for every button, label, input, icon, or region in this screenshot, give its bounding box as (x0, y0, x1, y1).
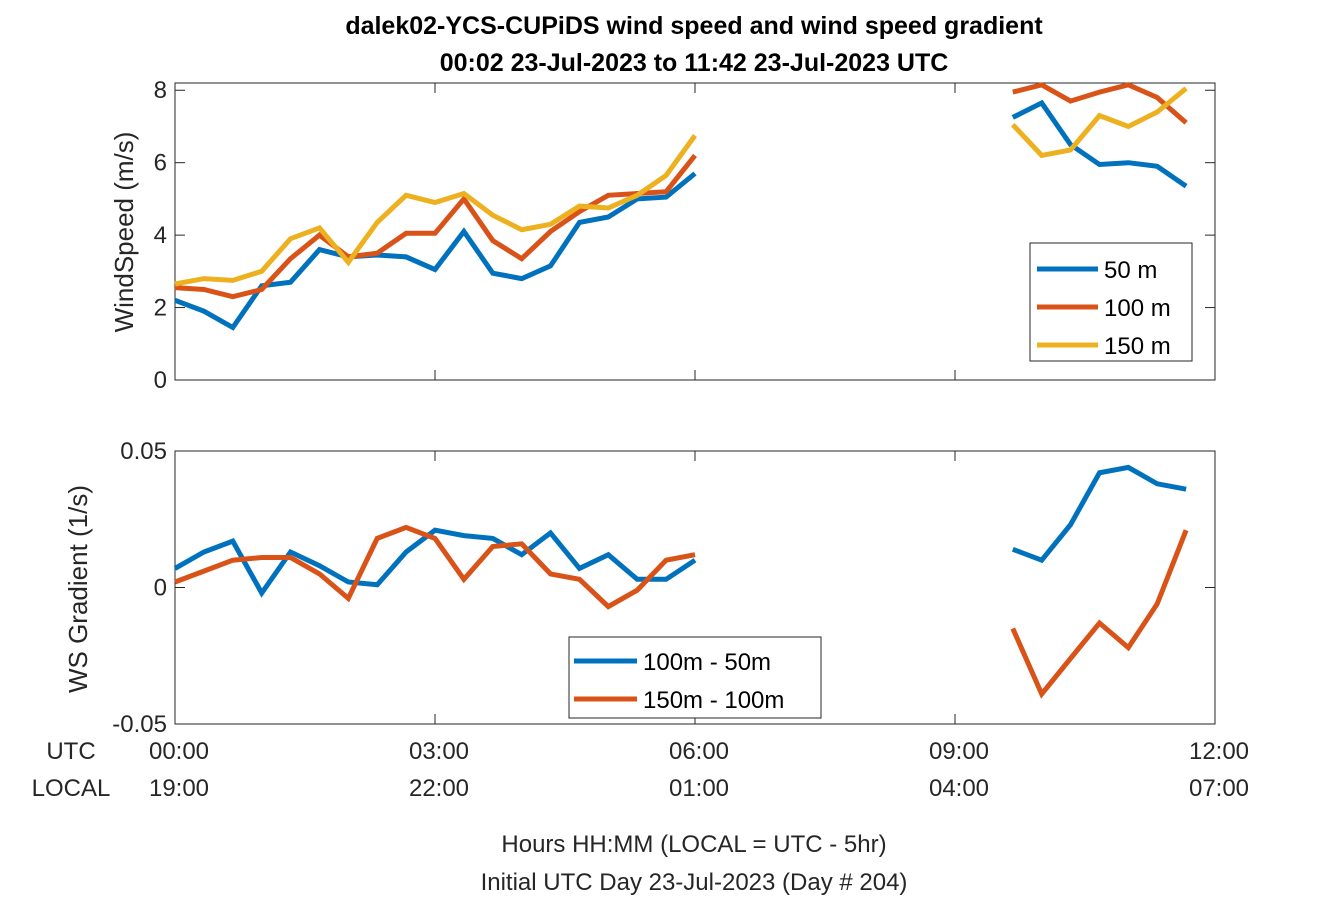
ytick-label: 6 (154, 150, 167, 177)
ytick-label: 2 (154, 295, 167, 322)
xaxis-row-label-local: LOCAL (32, 775, 111, 802)
gradient-xticks (174, 451, 1216, 724)
chart-title-line2: 00:02 23-Jul-2023 to 11:42 23-Jul-2023 U… (440, 49, 949, 77)
legend-entry: 150m - 100m (643, 687, 784, 714)
windspeed-xticks (174, 83, 1216, 380)
utc-tick-label: 03:00 (409, 738, 469, 765)
gradient-legend-box (568, 636, 822, 719)
legend-entry: 150 m (1104, 333, 1171, 360)
utc-tick-labels: 00:00 03:00 06:00 09:00 12:00 (149, 738, 1249, 765)
ytick-label: -0.05 (112, 711, 167, 738)
windspeed-legend-box (1029, 242, 1193, 362)
local-tick-label: 19:00 (149, 775, 209, 802)
utc-tick-label: 06:00 (669, 738, 729, 765)
gradient-yticks: -0.05 0 0.05 (112, 438, 1215, 738)
windspeed-legend: 50 m 100 m 150 m (1029, 242, 1193, 362)
series-line-100m-50m (173, 527, 697, 598)
series-line-150-m (174, 134, 698, 287)
windspeed-series (174, 82, 1188, 331)
local-tick-label: 01:00 (669, 775, 729, 802)
windspeed-axes: 0 2 4 6 8 WindSpeed (m/s) 50 m 100 m 150 m (109, 77, 1216, 394)
local-tick-label: 22:00 (409, 775, 469, 802)
legend-entry: 100 m (1104, 295, 1171, 322)
local-tick-label: 07:00 (1189, 775, 1249, 802)
gradient-series (173, 464, 1189, 699)
xaxis-row-label-utc: UTC (46, 738, 95, 765)
ytick-label: 8 (154, 77, 167, 104)
series-line-150-m (1010, 86, 1188, 159)
ytick-label: 0.05 (120, 438, 167, 465)
utc-tick-label: 09:00 (929, 738, 989, 765)
series-line-50-m (174, 171, 697, 331)
series-line-100m-50m (1011, 464, 1187, 564)
utc-tick-label: 12:00 (1189, 738, 1249, 765)
series-line-150m-100m (174, 524, 696, 610)
gradient-legend: 100m - 50m 150m - 100m (568, 636, 822, 719)
local-tick-labels: 19:00 22:00 01:00 04:00 07:00 (149, 775, 1249, 802)
windspeed-ylabel: WindSpeed (m/s) (109, 132, 139, 333)
xaxis-label-line2: Initial UTC Day 23-Jul-2023 (Day # 204) (481, 869, 908, 896)
legend-entry: 100m - 50m (643, 649, 771, 676)
series-line-150m-100m (1010, 529, 1189, 699)
ytick-label: 0 (154, 575, 167, 602)
series-line-50-m (1011, 99, 1188, 189)
gradient-ylabel: WS Gradient (1/s) (63, 485, 93, 693)
chart-title-line1: dalek02-YCS-CUPiDS wind speed and wind s… (345, 12, 1043, 40)
legend-entry: 50 m (1104, 257, 1157, 284)
utc-tick-label: 00:00 (149, 738, 209, 765)
local-tick-label: 04:00 (929, 775, 989, 802)
ytick-label: 0 (154, 367, 167, 394)
series-line-100-m (174, 153, 697, 300)
series-line-100-m (1012, 82, 1188, 125)
ytick-label: 4 (154, 222, 167, 249)
xaxis-label-line1: Hours HH:MM (LOCAL = UTC - 5hr) (501, 831, 886, 858)
windspeed-yticks: 0 2 4 6 8 (154, 77, 1215, 394)
